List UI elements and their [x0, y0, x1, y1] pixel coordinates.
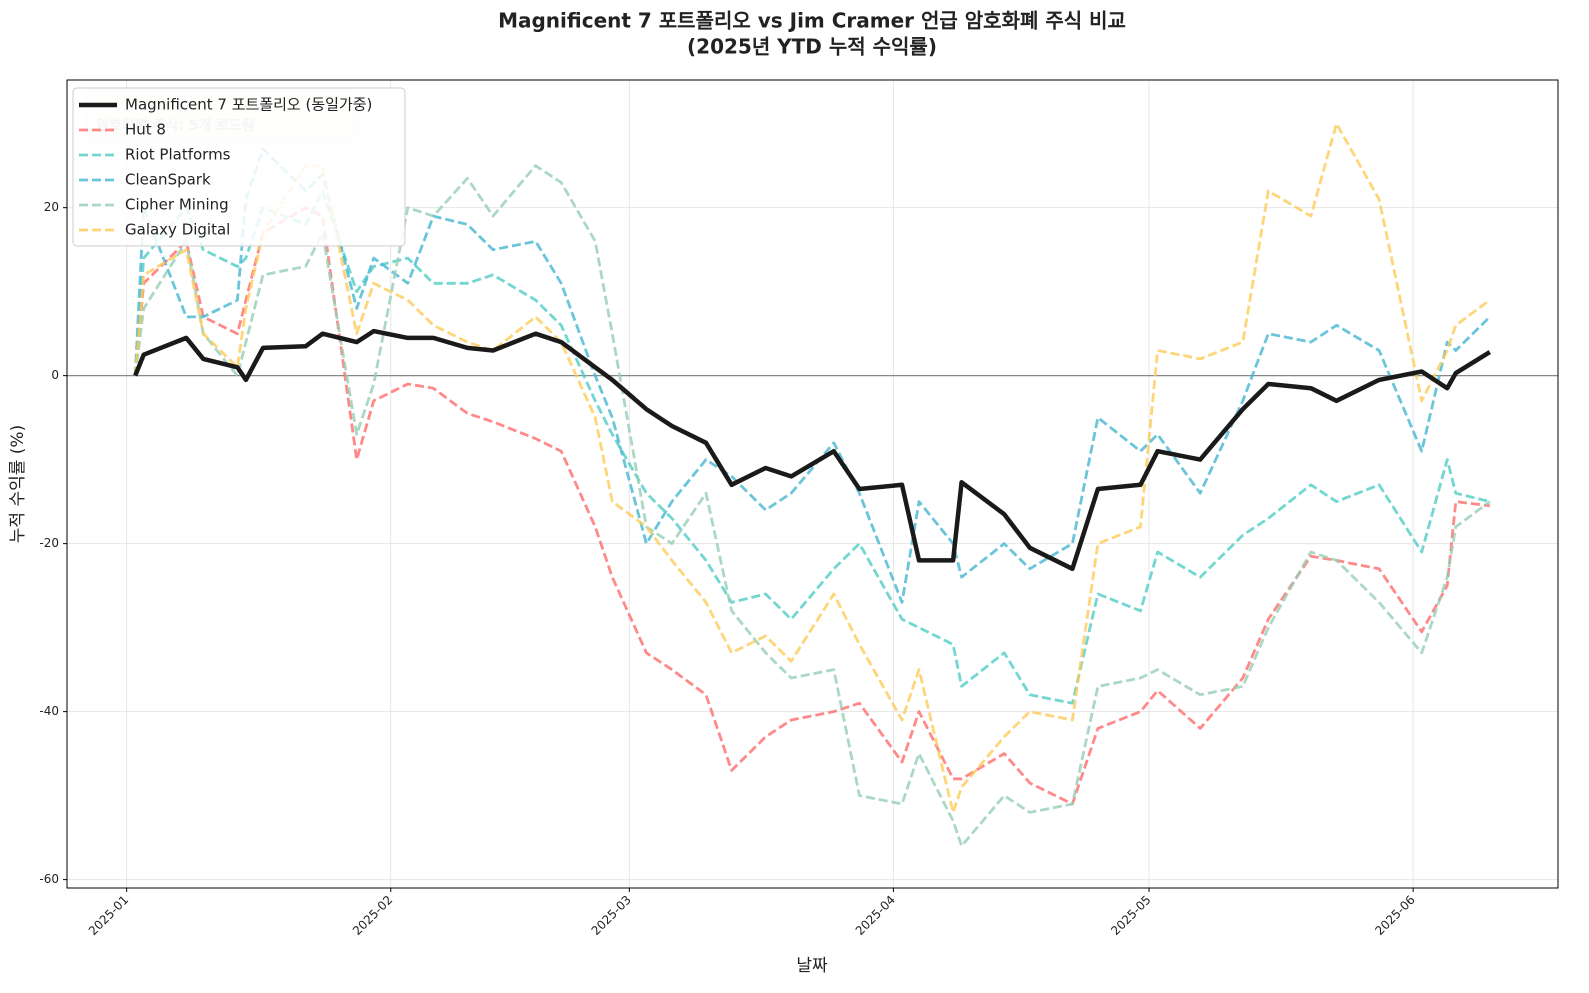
y-tick-label: -60	[39, 872, 59, 886]
x-tick-label: 2025-03	[589, 893, 634, 938]
plot-frame	[66, 79, 1559, 889]
y-tick-label: -40	[39, 704, 59, 718]
series-line	[133, 328, 1491, 572]
y-tick-label: 0	[51, 368, 59, 382]
chart-title: Magnificent 7 포트폴리오 vs Jim Cramer 언급 암호화…	[498, 9, 1126, 33]
series-line	[133, 164, 1491, 848]
x-tick-label: 2025-06	[1372, 893, 1417, 938]
y-tick-label: 20	[44, 200, 59, 214]
x-tick-label: 2025-04	[853, 893, 898, 938]
legend-label: Riot Platforms	[125, 146, 231, 164]
y-axis-label: 누적 수익률 (%)	[8, 425, 28, 543]
chart-subtitle: (2025년 YTD 누적 수익률)	[687, 35, 937, 59]
legend-label: Cipher Mining	[125, 196, 229, 214]
series-line	[133, 206, 1490, 806]
y-tick-label: -20	[39, 536, 59, 550]
legend-label: Hut 8	[125, 121, 166, 139]
legend-box	[72, 87, 406, 247]
x-tick-label: 2025-01	[86, 893, 131, 938]
x-axis-label: 날짜	[796, 956, 828, 976]
x-tick-label: 2025-02	[350, 893, 395, 938]
x-tick-label: 2025-05	[1108, 893, 1153, 938]
legend-label: CleanSpark	[125, 171, 211, 189]
legend-label: Galaxy Digital	[125, 221, 230, 239]
legend-label: Magnificent 7 포트폴리오 (동일가중)	[125, 96, 372, 114]
series-line	[133, 147, 1491, 604]
